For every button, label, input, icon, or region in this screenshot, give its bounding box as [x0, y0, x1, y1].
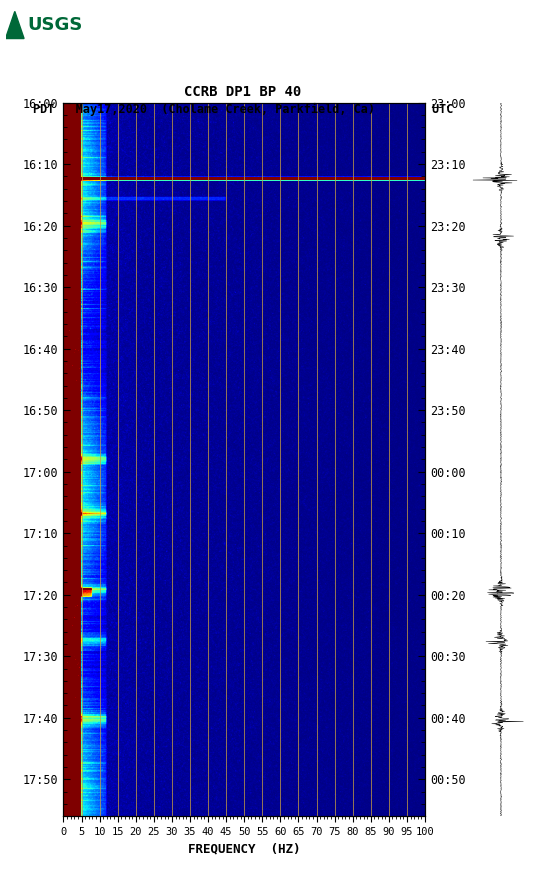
Polygon shape — [6, 12, 24, 38]
Text: CCRB DP1 BP 40: CCRB DP1 BP 40 — [184, 85, 301, 99]
Text: PDT   May17,2020  (Cholame Creek, Parkfield, Ca)        UTC: PDT May17,2020 (Cholame Creek, Parkfield… — [33, 103, 453, 116]
Text: USGS: USGS — [27, 16, 83, 34]
X-axis label: FREQUENCY  (HZ): FREQUENCY (HZ) — [188, 842, 300, 855]
